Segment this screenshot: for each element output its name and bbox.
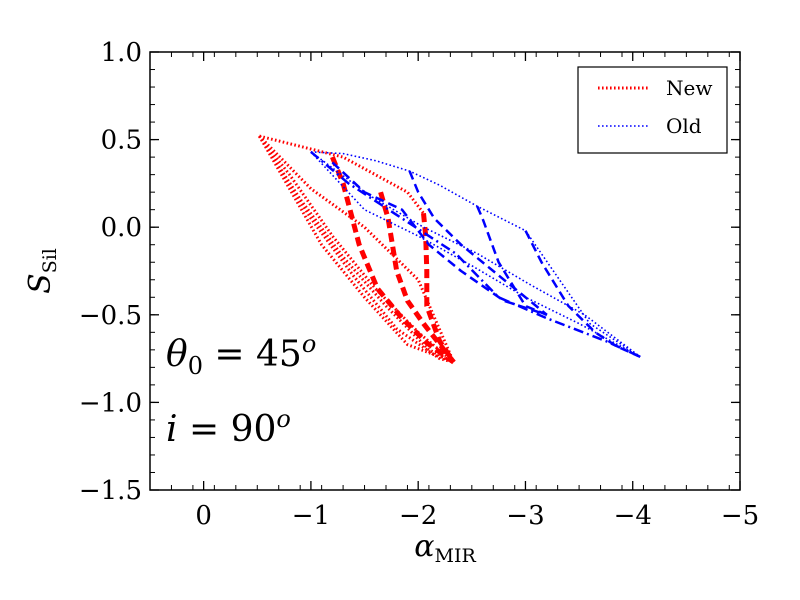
legend-label-old: Old	[666, 114, 702, 138]
plot-frame	[149, 51, 741, 491]
annotation-theta: θ0 = 45o	[166, 330, 316, 380]
series-new-dashed-6	[330, 156, 456, 365]
y-tick-label: −1.5	[79, 476, 142, 506]
x-tick-label: 0	[195, 501, 212, 531]
series-new-dotted-5	[258, 135, 455, 364]
x-tick-label: −2	[399, 501, 437, 531]
x-axis-label: αMIR	[414, 529, 476, 567]
legend: New Old	[577, 66, 728, 154]
y-tick-label: −1.0	[79, 388, 142, 418]
series-new-dashed-7	[378, 191, 456, 364]
series-old-dotted-11	[310, 151, 641, 358]
series-new-dotted-4	[258, 135, 454, 364]
y-tick-label: −0.5	[79, 301, 142, 331]
x-tick-label: −1	[292, 501, 330, 531]
series-old-dashed-13	[331, 161, 548, 316]
x-tick-label: −5	[721, 501, 759, 531]
series-new-dotted-1	[258, 135, 455, 363]
axis-ticks: 0 −1 −2 −3 −4 −5 1.0 0.5 0.0 −0.5 −1.0 −1.5	[79, 38, 759, 531]
series-old-dashed-16	[524, 230, 641, 358]
x-tick-label: −4	[614, 501, 652, 531]
y-tick-label: 0.0	[101, 213, 142, 243]
series-new-dotted-2	[258, 135, 455, 364]
legend-label-new: New	[666, 76, 712, 100]
annotation-inclination: i = 90o	[166, 405, 291, 450]
series-old-dashed-14	[408, 170, 548, 316]
series-old-dashdot-12	[310, 150, 641, 358]
y-tick-label: 1.0	[101, 38, 142, 68]
y-tick-label: 0.5	[101, 126, 142, 156]
series-old-dashed-15	[476, 205, 548, 316]
series-new-dotted-0	[259, 134, 425, 215]
x-tick-label: −3	[506, 501, 544, 531]
legend-box	[577, 66, 728, 154]
y-axis-label: SSil	[23, 248, 61, 294]
plot-lines	[258, 134, 641, 365]
series-old-dotted-9	[310, 151, 641, 358]
series-old-dotted-10	[310, 151, 641, 358]
